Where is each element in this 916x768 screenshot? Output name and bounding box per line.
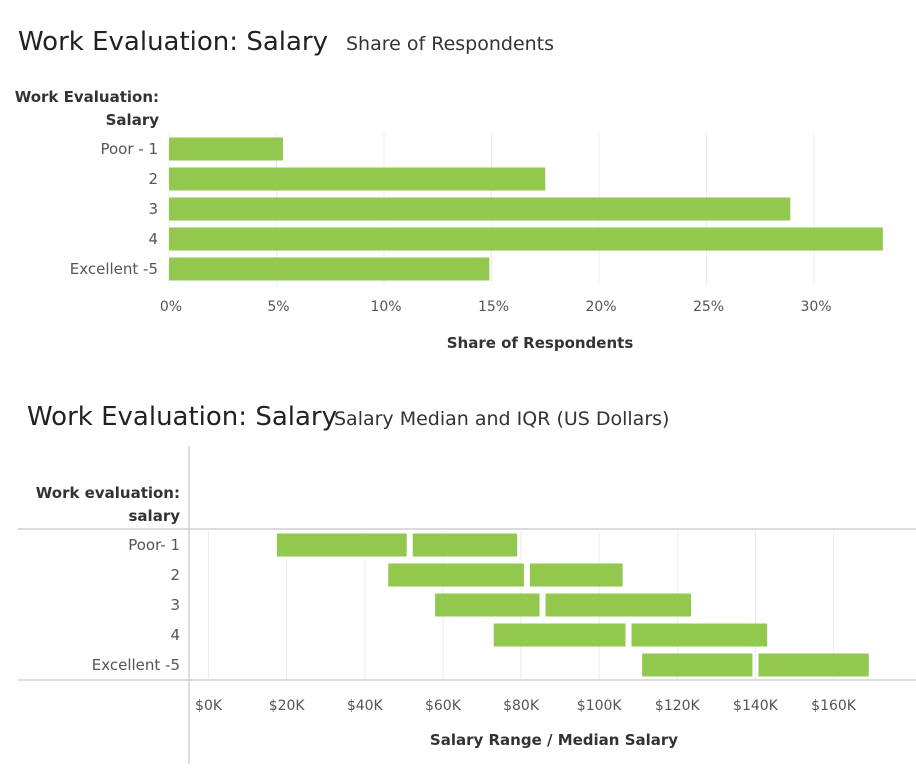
- chart2-row-header-line1: Work evaluation:: [36, 484, 180, 502]
- chart2-tick-label: $80K: [503, 698, 540, 714]
- chart1-tick-label: 15%: [478, 299, 509, 315]
- chart2-tick-label: $120K: [655, 698, 701, 714]
- chart2-category-label: 2: [170, 566, 180, 584]
- chart2-tick-label: $40K: [347, 698, 384, 714]
- chart1-bar: [169, 197, 791, 221]
- chart1-title: Work Evaluation: Salary: [18, 27, 328, 57]
- chart1-category-label: 2: [148, 170, 158, 188]
- chart1-subtitle: Share of Respondents: [346, 33, 554, 55]
- chart2-row-header-line2: salary: [129, 507, 181, 525]
- chart2-subtitle: Salary Median and IQR (US Dollars): [334, 408, 669, 430]
- chart1-tick-label: 0%: [160, 299, 182, 315]
- chart1-tick-labels: 0% 5% 10% 15% 20% 25% 30%: [160, 299, 832, 315]
- chart2-bar-upper-iqr: [758, 653, 869, 677]
- chart2-tick-label: $140K: [733, 698, 779, 714]
- chart1-tick-label: 10%: [370, 299, 401, 315]
- chart2-bars: [276, 533, 869, 677]
- chart1-bars: [169, 137, 883, 281]
- chart2-bar-lower-iqr: [435, 593, 540, 617]
- chart1-category-label: Excellent -5: [70, 260, 158, 278]
- chart2-category-label: 3: [170, 596, 180, 614]
- chart2-bar-lower-iqr: [642, 653, 753, 677]
- chart2-category-label: Poor- 1: [128, 536, 180, 554]
- chart1-bar: [169, 167, 546, 191]
- chart1-bar: [169, 257, 490, 281]
- chart2-category-label: Excellent -5: [92, 656, 180, 674]
- chart1-tick-label: 30%: [800, 299, 831, 315]
- chart2-bar-lower-iqr: [493, 623, 626, 647]
- chart2-bar-lower-iqr: [276, 533, 407, 557]
- chart2-bar-upper-iqr: [545, 593, 691, 617]
- chart1-category-label: Poor - 1: [100, 140, 158, 158]
- chart2-category-labels: Poor- 1 2 3 4 Excellent -5: [92, 536, 180, 674]
- chart2-category-label: 4: [170, 626, 180, 644]
- chart2-bar-upper-iqr: [412, 533, 518, 557]
- chart1-category-labels: Poor - 1 2 3 4 Excellent -5: [70, 140, 158, 278]
- chart1-category-label: 3: [148, 200, 158, 218]
- chart1-row-header-line1: Work Evaluation:: [15, 88, 159, 106]
- chart1-tick-label: 20%: [585, 299, 616, 315]
- chart2-bar-lower-iqr: [388, 563, 524, 587]
- chart2-tick-label: $160K: [811, 698, 857, 714]
- chart2-xlabel: Salary Range / Median Salary: [430, 731, 678, 749]
- chart2-tick-label: $0K: [195, 698, 223, 714]
- chart1-bar: [169, 227, 883, 251]
- chart2-tick-labels: $0K $20K $40K $60K $80K $100K $120K $140K $160K: [195, 698, 857, 714]
- chart1-tick-label: 25%: [693, 299, 724, 315]
- chart2-tick-label: $20K: [269, 698, 306, 714]
- chart2-bar-upper-iqr: [529, 563, 623, 587]
- chart1-tick-label: 5%: [267, 299, 289, 315]
- chart2-tick-label: $100K: [577, 698, 623, 714]
- chart1-bar: [169, 137, 283, 161]
- chart2-bar-upper-iqr: [631, 623, 768, 647]
- chart1-row-header-line2: Salary: [106, 111, 160, 129]
- chart1-category-label: 4: [148, 230, 158, 248]
- chart2-tick-label: $60K: [425, 698, 462, 714]
- chart1-xlabel: Share of Respondents: [447, 334, 634, 352]
- chart2-title: Work Evaluation: Salary: [27, 402, 337, 432]
- chart2-frame: [18, 446, 916, 764]
